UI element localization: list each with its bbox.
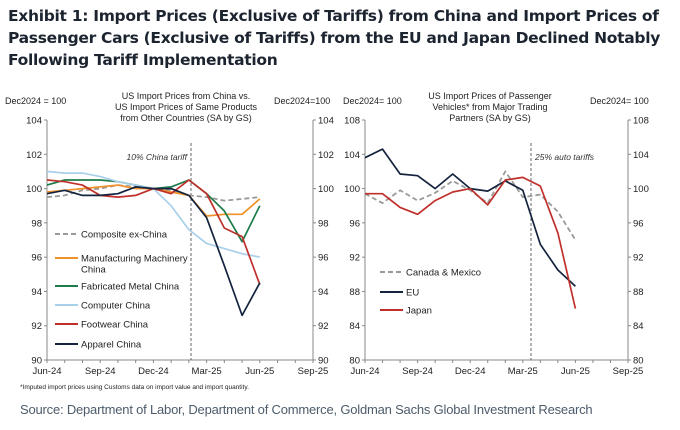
chart2-series-eu — [364, 148, 576, 287]
chart2-right-tick-label: 96 — [633, 218, 644, 229]
chart1-right-tick-label: 92 — [318, 321, 329, 332]
chart2-right-tick-label: 100 — [633, 184, 649, 195]
chart2-right-tick-label: 80 — [633, 356, 644, 367]
chart1-left-tick-label: 104 — [26, 116, 42, 127]
chart2-legend-label: EU — [406, 288, 419, 299]
chart1-left-tick-label: 100 — [26, 184, 42, 195]
chart1-chart-title-line: US Import Prices of Same Products — [115, 102, 258, 112]
chart2-left-tick-label: 104 — [344, 150, 360, 161]
chart1-x-tick-label: Jun-24 — [32, 366, 61, 377]
chart2-right-tick-label: 92 — [633, 253, 644, 264]
exhibit-title: Exhibit 1: Import Prices (Exclusive of T… — [8, 7, 661, 69]
chart2-right-tick-label: 84 — [633, 321, 644, 332]
chart2-x-tick-label: Sep-24 — [402, 366, 433, 377]
chart2-series-canada-mexico — [364, 170, 577, 241]
footnote: *Imputed import prices using Customs dat… — [20, 384, 249, 391]
chart1-right-tick-label: 102 — [318, 150, 334, 161]
chart2-left-axis-label: Dec2024= 100 — [343, 96, 402, 106]
chart1-tariff-annotation: 10% China tariff — [127, 152, 189, 162]
chart1-right-tick-label: 90 — [318, 356, 329, 367]
chart1-left-tick-label: 96 — [31, 253, 42, 264]
chart2-left-tick-label: 96 — [349, 218, 360, 229]
chart1-series-apparel-china — [46, 186, 261, 317]
chart1-legend-label: Fabricated Metal China — [81, 282, 180, 293]
chart1-x-tick-label: Dec-24 — [138, 366, 169, 377]
chart1-left-tick-label: 102 — [26, 150, 42, 161]
chart2-chart-title-line: Vehicles* from Major Trading — [432, 102, 547, 112]
chart2-left-tick-label: 92 — [349, 253, 360, 264]
chart1-chart-title-line: US Import Prices from China vs. — [122, 91, 251, 101]
chart2-left-tick-label: 100 — [344, 184, 360, 195]
chart1-legend-label: Footwear China — [81, 320, 149, 331]
chart2-left-tick-label: 80 — [349, 356, 360, 367]
chart2-x-tick-label: Mar-25 — [508, 366, 538, 377]
chart1-right-axis-label: Dec2024=100 — [274, 96, 330, 106]
chart1-x-tick-label: Sep-25 — [298, 366, 329, 377]
chart1-legend-label: Composite ex-China — [81, 230, 168, 241]
chart1-series-composite-ex-china — [46, 184, 260, 202]
chart1-left-axis-label: Dec2024 = 100 — [5, 96, 66, 106]
chart1-right-tick-label: 94 — [318, 287, 329, 298]
chart2-left-tick-label: 108 — [344, 116, 360, 127]
chart1-right-tick-label: 98 — [318, 218, 329, 229]
chart2-left-tick-label: 88 — [349, 287, 360, 298]
chart2-right-tick-label: 88 — [633, 287, 644, 298]
chart2-legend-label: Japan — [406, 306, 432, 317]
chart1-x-tick-label: Mar-25 — [192, 366, 222, 377]
chart2-x-tick-label: Sep-25 — [613, 366, 644, 377]
chart1-chart-title-line: from Other Countries (SA by GS) — [120, 113, 252, 123]
chart2-chart-title-line: US Import Prices of Passenger — [428, 91, 552, 101]
chart1-legend-label: Apparel China — [81, 340, 142, 351]
source-note: Source: Department of Labor, Department … — [20, 402, 593, 417]
chart2-right-tick-label: 104 — [633, 150, 649, 161]
chart1-x-tick-label: Sep-24 — [85, 366, 116, 377]
chart1-right-tick-label: 96 — [318, 253, 329, 264]
chart1-right-tick-label: 100 — [318, 184, 334, 195]
chart2-x-tick-label: Dec-24 — [455, 366, 486, 377]
chart1-x-tick-label: Jun-25 — [245, 366, 274, 377]
chart2-series-japan — [365, 176, 577, 309]
chart1-left-tick-label: 92 — [31, 321, 42, 332]
chart2-right-axis-label: Dec2024= 100 — [590, 96, 649, 106]
chart2-right-tick-label: 108 — [633, 116, 649, 127]
chart1-legend-label: Computer China — [81, 301, 151, 312]
chart2-legend-label: Canada & Mexico — [406, 268, 481, 279]
chart2-x-tick-label: Jun-24 — [350, 366, 379, 377]
chart2-left-tick-label: 84 — [349, 321, 360, 332]
chart2-x-tick-label: Jun-25 — [561, 366, 590, 377]
chart2-tariff-annotation: 25% auto tariffs — [534, 152, 595, 162]
chart1-right-tick-label: 104 — [318, 116, 334, 127]
chart1-legend-label: Manufacturing Machinery China — [81, 254, 188, 276]
chart1-left-tick-label: 98 — [31, 218, 42, 229]
chart2-chart-title-line: Partners (SA by GS) — [449, 113, 531, 123]
chart1-left-tick-label: 94 — [31, 287, 42, 298]
chart1-left-tick-label: 90 — [31, 356, 42, 367]
